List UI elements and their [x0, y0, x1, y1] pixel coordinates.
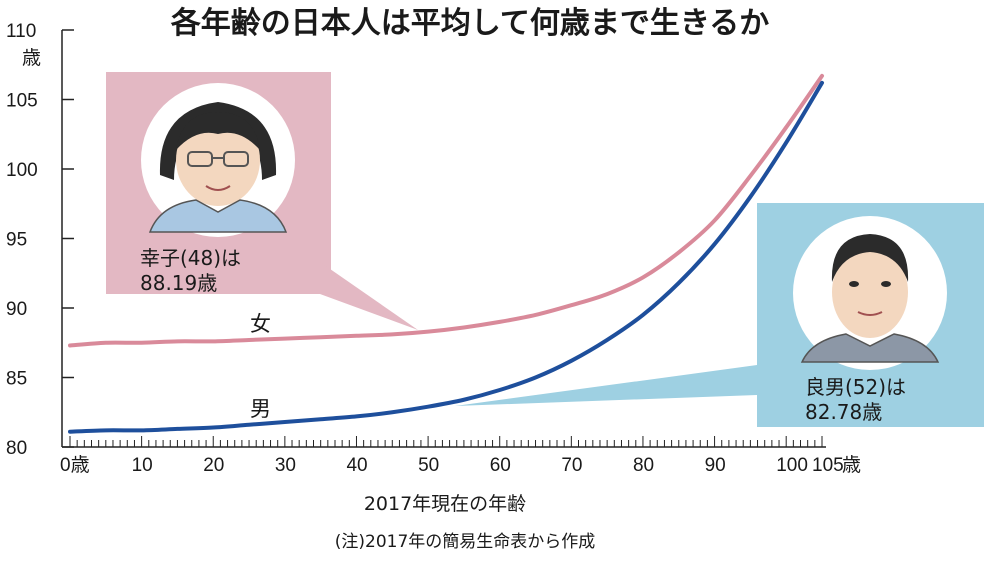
x-tick-labels: 0歳 10 20 30 40 50 60 70 80 90 100 105: [60, 454, 844, 476]
source-note: (注)2017年の簡易生命表から作成: [335, 532, 596, 552]
x-tick-label: 0歳: [60, 454, 90, 476]
y-tick-label: 110: [6, 21, 36, 42]
y-tick-labels: 80 85 90 95 100 105 110: [6, 21, 38, 459]
y-tick-label: 105: [6, 91, 38, 112]
male-callout-line1: 良男(52)は: [805, 375, 906, 399]
x-tick-label: 10: [132, 455, 153, 476]
male-callout-pointer: [455, 365, 757, 406]
x-tick-label: 105: [812, 455, 844, 476]
y-tick-label: 95: [6, 230, 27, 251]
x-tick-label: 90: [705, 455, 726, 476]
female-callout-pointer: [320, 262, 418, 330]
x-tick-label: 50: [418, 455, 439, 476]
y-axis-unit: 歳: [22, 47, 41, 69]
female-avatar-icon: [148, 102, 288, 233]
chart-title: 各年齢の日本人は平均して何歳まで生きるか: [170, 6, 770, 41]
x-tick-label: 60: [490, 455, 511, 476]
series-label-male: 男: [250, 397, 271, 421]
female-callout-line1: 幸子(48)は: [140, 246, 241, 270]
y-ticks: [62, 29, 74, 448]
male-callout: 良男(52)は 82.78歳: [455, 203, 984, 427]
series-lines: [68, 73, 824, 434]
x-axis-unit: 歳: [842, 454, 861, 476]
x-tick-label: 70: [561, 455, 582, 476]
x-tick-label: 100: [776, 455, 808, 476]
male-callout-line2: 82.78歳: [805, 400, 882, 424]
x-axis-label: 2017年現在の年齢: [364, 493, 526, 515]
series-label-female: 女: [250, 312, 271, 336]
y-tick-label: 85: [6, 369, 27, 390]
y-tick-label: 80: [6, 438, 27, 459]
female-callout: 幸子(48)は 88.19歳: [106, 72, 418, 330]
series-line-male: [68, 80, 824, 434]
y-tick-label: 90: [6, 299, 27, 320]
x-tick-label: 20: [203, 455, 224, 476]
x-tick-label: 40: [346, 455, 367, 476]
series-line-female: [68, 73, 824, 348]
female-callout-line2: 88.19歳: [140, 271, 217, 295]
x-tick-label: 80: [633, 455, 654, 476]
y-tick-label: 100: [6, 160, 38, 181]
x-ticks: [69, 436, 823, 447]
male-avatar-icon: [800, 234, 940, 363]
x-tick-label: 30: [275, 455, 296, 476]
